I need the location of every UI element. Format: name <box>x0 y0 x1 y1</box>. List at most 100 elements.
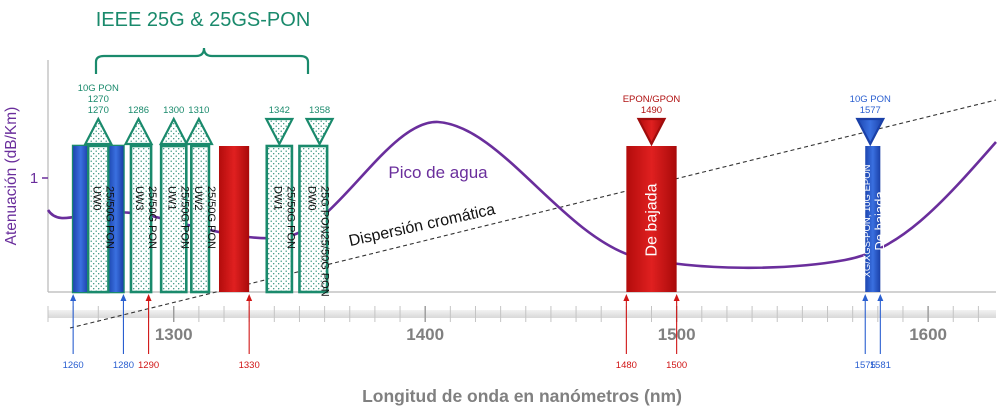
band-box <box>265 144 294 294</box>
band-inner <box>87 144 110 294</box>
marker-triangle <box>636 117 667 147</box>
marker-triangle <box>158 116 189 146</box>
marker-label: 1490 <box>641 105 662 116</box>
band-blue-edge <box>73 146 89 292</box>
marker-label: 10G PON <box>78 83 119 94</box>
x-axis-label: Longitud de onda en nanómetros (nm) <box>362 386 682 406</box>
dispersion-label: Dispersión cromática <box>347 201 497 250</box>
marker-label: 1286 <box>128 105 149 116</box>
boundary-label: 1575 <box>855 360 876 371</box>
x-tick-label: 1400 <box>406 325 444 344</box>
band-blue-edge <box>108 146 124 292</box>
boundary-label: 1480 <box>616 360 637 371</box>
band-uw1: UW1 25/50G PON <box>159 144 191 294</box>
band-uw0: UW0 25/50G PON <box>71 144 125 294</box>
x-tick-label: 1600 <box>909 325 947 344</box>
marker-label: 1342 <box>269 105 290 116</box>
boundary-arrow-head <box>120 294 127 301</box>
marker-triangle <box>184 116 214 146</box>
band-sublabel: 25G PON25/50G PON <box>318 186 330 297</box>
band-label: UW1 <box>166 186 178 210</box>
marker-m1342: 1342 <box>264 105 295 147</box>
marker-label: 1310 <box>188 105 209 116</box>
band-sublabel: 25/50G PON <box>103 186 115 249</box>
boundary-1575: 1575 <box>855 294 876 371</box>
boundary-arrow-head <box>623 294 630 301</box>
marker-triangle <box>264 117 295 147</box>
boundary-arrow-head <box>246 294 253 301</box>
band-box <box>865 146 881 292</box>
band-box <box>626 146 677 292</box>
boundary-arrow-head <box>877 294 884 301</box>
boundary-1480: 1480 <box>616 294 637 371</box>
band-box <box>218 146 250 292</box>
boundary-1260: 1260 <box>63 294 84 371</box>
x-axis-ruler <box>48 310 996 318</box>
y-tick-label: 1 <box>30 170 38 187</box>
boundary-1330: 1330 <box>239 294 260 371</box>
boundary-1280: 1280 <box>113 294 134 371</box>
boundary-label: 1280 <box>113 360 134 371</box>
band-box <box>129 144 153 294</box>
diagram-title: IEEE 25G & 25GS-PON <box>96 9 311 31</box>
band-label: UW3 <box>133 186 145 210</box>
marker-label: 1358 <box>309 105 330 116</box>
boundary-1500: 1500 <box>666 294 687 371</box>
water-peak-label: Pico de agua <box>388 163 488 182</box>
band-sublabel: 25/50G PON <box>284 186 296 249</box>
marker-label: 1270 <box>88 94 109 105</box>
boundary-1581: 1581 <box>870 294 891 371</box>
boundary-1290: 1290 <box>138 294 159 371</box>
marker-triangle <box>304 117 335 147</box>
chromatic-dispersion-line <box>69 99 997 329</box>
x-tick-label: 1300 <box>155 325 193 344</box>
boundary-label: 1330 <box>239 360 260 371</box>
band-box <box>190 144 211 294</box>
band-sublabel: XG/XGS-PON, 10G EPON <box>862 164 873 277</box>
band-label: UW0 <box>90 186 102 210</box>
boundary-label: 1581 <box>870 360 891 371</box>
band-dw1: DW1 25/50G PON <box>265 144 296 294</box>
band-label: UW2 <box>192 186 204 210</box>
marker-triangle <box>123 116 154 146</box>
boundary-label: 1500 <box>666 360 687 371</box>
band-sublabel: 25/50G PON <box>205 186 217 249</box>
marker-label: 1577 <box>860 105 881 116</box>
boundary-arrow-head <box>862 294 869 301</box>
bands-layer: UW0 25/50G PON UW3 25/50G PON UW1 25/50G PON U… <box>71 144 887 297</box>
band-box <box>159 144 188 294</box>
band-uw2: UW2 25/50G PON <box>190 144 217 294</box>
title-bracket <box>94 47 310 74</box>
band-sublabel: 25/50G PON <box>146 186 158 249</box>
band-label: De bajada <box>872 191 887 251</box>
boundary-arrow-head <box>673 294 680 301</box>
band-downstream-gpon: De bajada <box>626 146 677 292</box>
marker-m1286: 1286 <box>123 105 154 146</box>
band-label: DW1 <box>271 186 283 210</box>
marker-m1310: 1310 <box>184 105 214 146</box>
band-downstream-xgs: XG/XGS-PON, 10G EPON De bajada <box>862 146 887 292</box>
marker-m1358: 1358 <box>304 105 335 147</box>
band-uw3: UW3 25/50G PON <box>129 144 158 294</box>
band-label: DW0 <box>305 186 317 210</box>
boundary-arrow-head <box>145 294 152 301</box>
marker-label: 1300 <box>163 105 184 116</box>
marker-label: EPON/GPON <box>623 94 681 105</box>
band-red-1330 <box>218 146 250 292</box>
boundary-label: 1290 <box>138 360 159 371</box>
marker-m1300: 1300 <box>158 105 189 146</box>
marker-label: 1270 <box>88 105 109 116</box>
band-dw0: DW0 25G PON25/50G PON <box>298 144 330 297</box>
band-box <box>298 144 329 294</box>
band-sublabel: 25/50G PON <box>179 186 191 249</box>
boundary-label: 1260 <box>63 360 84 371</box>
marker-label: 10G PON <box>850 94 891 105</box>
boundary-arrow-head <box>70 294 77 301</box>
band-label: De bajada <box>644 183 661 256</box>
